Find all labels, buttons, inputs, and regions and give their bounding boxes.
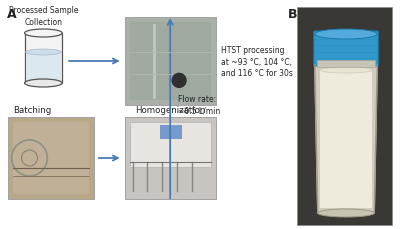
Circle shape <box>172 74 186 88</box>
FancyBboxPatch shape <box>130 23 211 101</box>
FancyBboxPatch shape <box>24 34 62 84</box>
Ellipse shape <box>24 80 62 88</box>
Polygon shape <box>315 66 377 213</box>
FancyBboxPatch shape <box>8 117 94 199</box>
FancyBboxPatch shape <box>160 125 182 139</box>
FancyBboxPatch shape <box>125 18 216 106</box>
Text: Homogenization: Homogenization <box>135 106 205 114</box>
FancyBboxPatch shape <box>297 8 392 225</box>
Text: Batching: Batching <box>13 106 51 114</box>
Ellipse shape <box>315 30 377 40</box>
Ellipse shape <box>24 30 62 38</box>
FancyBboxPatch shape <box>317 61 375 68</box>
Text: B: B <box>288 8 298 21</box>
Ellipse shape <box>318 209 374 217</box>
FancyBboxPatch shape <box>13 123 89 194</box>
Text: Processed Sample
Collection: Processed Sample Collection <box>9 6 78 27</box>
Text: Flow rate:
~0.5 L/min: Flow rate: ~0.5 L/min <box>178 94 220 115</box>
FancyBboxPatch shape <box>320 70 372 208</box>
FancyBboxPatch shape <box>125 117 216 199</box>
FancyBboxPatch shape <box>26 53 61 84</box>
Ellipse shape <box>320 68 372 74</box>
FancyBboxPatch shape <box>314 32 378 67</box>
FancyBboxPatch shape <box>130 123 211 167</box>
Text: HTST processing
at ~93 °C, 104 °C,
and 116 °C for 30s: HTST processing at ~93 °C, 104 °C, and 1… <box>221 46 292 78</box>
Ellipse shape <box>26 50 61 56</box>
Text: A: A <box>7 8 16 21</box>
